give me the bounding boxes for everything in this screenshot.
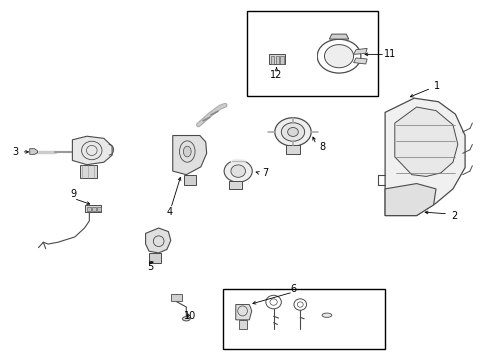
Polygon shape [313, 52, 317, 60]
Polygon shape [30, 149, 38, 154]
Polygon shape [183, 175, 196, 185]
Polygon shape [170, 294, 182, 301]
Polygon shape [145, 228, 170, 253]
Polygon shape [80, 165, 97, 177]
Ellipse shape [281, 123, 304, 141]
Ellipse shape [287, 127, 298, 136]
Polygon shape [285, 145, 300, 154]
Bar [97, 207, 101, 211]
Polygon shape [385, 98, 464, 216]
Polygon shape [385, 184, 435, 216]
Polygon shape [394, 107, 457, 176]
Text: 10: 10 [183, 311, 196, 321]
Text: 5: 5 [146, 262, 153, 272]
Ellipse shape [324, 45, 353, 68]
Text: 3: 3 [13, 147, 19, 157]
Polygon shape [238, 320, 246, 329]
Text: 12: 12 [270, 70, 282, 80]
Ellipse shape [274, 118, 310, 146]
Text: 2: 2 [450, 211, 456, 221]
Ellipse shape [230, 165, 245, 177]
Polygon shape [329, 34, 348, 39]
Ellipse shape [224, 160, 252, 182]
Ellipse shape [182, 317, 190, 321]
Bar [270, 56, 273, 64]
Polygon shape [229, 181, 242, 189]
Polygon shape [353, 48, 366, 54]
Polygon shape [353, 58, 366, 64]
Ellipse shape [322, 313, 331, 318]
Text: 7: 7 [261, 168, 267, 178]
Polygon shape [149, 253, 161, 262]
Text: 9: 9 [71, 189, 77, 199]
Polygon shape [235, 305, 251, 320]
Text: 8: 8 [318, 142, 325, 152]
Bar [280, 56, 283, 64]
Bar [87, 207, 91, 211]
Text: 6: 6 [289, 284, 295, 293]
Polygon shape [84, 205, 102, 212]
Polygon shape [72, 136, 112, 165]
Bar [92, 207, 96, 211]
Polygon shape [172, 135, 206, 175]
Polygon shape [268, 54, 284, 64]
Text: 11: 11 [383, 49, 395, 59]
Text: 4: 4 [166, 207, 172, 217]
Text: 1: 1 [433, 81, 440, 91]
Bar [275, 56, 278, 64]
Ellipse shape [183, 146, 191, 157]
Bar [222, 288, 385, 349]
Bar [246, 11, 377, 96]
